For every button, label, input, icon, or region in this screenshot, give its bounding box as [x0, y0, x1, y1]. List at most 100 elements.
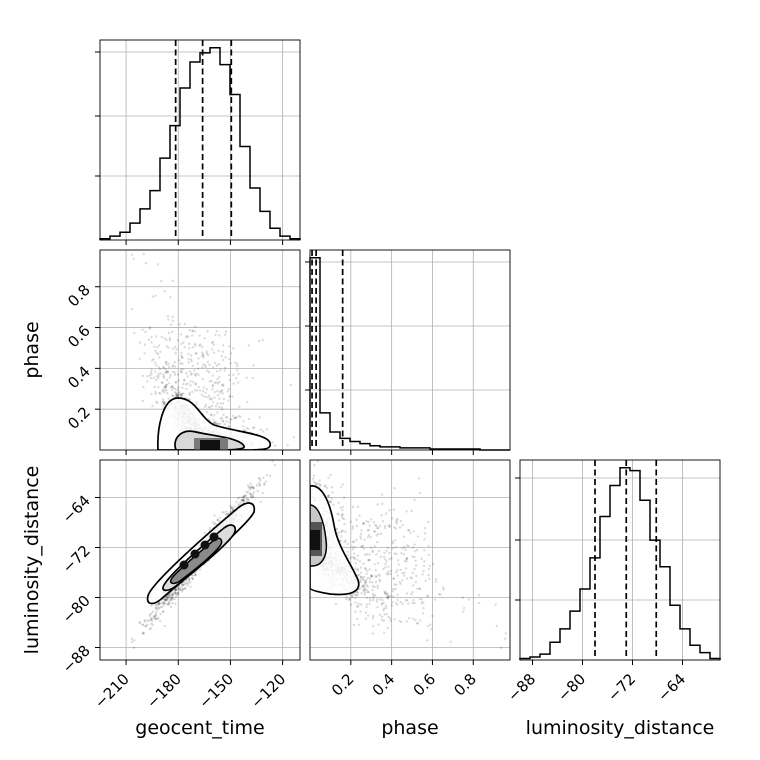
sample-point: [418, 491, 422, 495]
sample-point: [221, 420, 224, 423]
sample-point: [365, 603, 369, 606]
sample-point: [159, 350, 162, 353]
sample-point: [211, 366, 215, 369]
sample-point: [356, 591, 360, 594]
sample-point: [375, 598, 379, 601]
sample-point: [375, 575, 378, 579]
panel-frame: [99, 39, 301, 241]
sample-point: [327, 494, 331, 497]
sample-point: [341, 529, 344, 532]
sample-point: [421, 612, 425, 615]
sample-point: [374, 523, 377, 527]
sample-point: [195, 352, 198, 355]
sample-point: [167, 382, 171, 385]
sample-point: [222, 397, 226, 401]
sample-point: [235, 416, 239, 419]
sample-point: [142, 632, 145, 635]
sample-point: [164, 385, 168, 389]
sample-point: [180, 351, 183, 355]
sample-point: [393, 618, 396, 621]
sample-point: [167, 331, 171, 335]
sample-point: [388, 617, 392, 620]
sample-point: [245, 490, 248, 494]
sample-point: [210, 413, 213, 416]
sample-point: [330, 500, 333, 504]
sample-point: [242, 496, 245, 499]
sample-point: [394, 520, 398, 524]
sample-point: [221, 511, 224, 514]
sample-point: [215, 381, 218, 384]
sample-point: [403, 571, 406, 575]
sample-point: [156, 263, 160, 266]
sample-point: [359, 578, 362, 582]
sample-point: [327, 495, 331, 498]
sample-point: [165, 378, 169, 382]
sample-point: [230, 507, 234, 510]
sample-point: [213, 414, 216, 417]
sample-point: [434, 577, 438, 581]
sample-point: [203, 337, 206, 340]
sample-point: [221, 408, 224, 411]
sample-point: [174, 394, 178, 397]
sample-point: [411, 546, 415, 549]
sample-point: [500, 646, 503, 650]
sample-point: [213, 390, 217, 394]
sample-point: [170, 596, 174, 600]
sample-point: [257, 339, 261, 343]
sample-point: [192, 369, 196, 372]
sample-point: [143, 619, 147, 622]
sample-point: [376, 503, 379, 506]
sample-point: [380, 493, 384, 496]
sample-point: [363, 593, 366, 597]
sample-point: [374, 574, 378, 578]
sample-point: [264, 480, 268, 483]
xlabel-phase: phase: [381, 717, 438, 739]
sample-point: [201, 353, 205, 356]
sample-point: [199, 343, 202, 346]
sample-point: [159, 372, 162, 375]
sample-point: [417, 477, 421, 480]
sample-point: [434, 580, 438, 583]
sample-point: [168, 602, 171, 605]
sample-point: [148, 614, 152, 618]
sample-point: [157, 377, 160, 380]
sample-point: [175, 592, 178, 596]
sample-point: [411, 591, 414, 594]
sample-point: [233, 361, 237, 364]
sample-point: [411, 584, 415, 587]
sample-point: [203, 363, 207, 367]
sample-point: [183, 586, 187, 590]
sample-point: [411, 555, 414, 558]
sample-point: [408, 617, 411, 620]
sample-point: [341, 505, 345, 509]
sample-point: [395, 552, 398, 556]
sample-point: [168, 595, 171, 598]
sample-point: [343, 530, 347, 533]
sample-point: [236, 496, 239, 500]
sample-point: [227, 399, 230, 402]
sample-point: [371, 549, 374, 552]
sample-point: [218, 380, 221, 384]
sample-point: [382, 607, 386, 610]
sample-point: [165, 371, 168, 374]
sample-point: [361, 544, 365, 547]
sample-point: [191, 577, 195, 581]
sample-point: [351, 555, 355, 559]
sample-point: [368, 553, 371, 556]
sample-point: [170, 330, 174, 333]
sample-point: [179, 368, 183, 372]
sample-point: [356, 617, 359, 621]
sample-point: [368, 568, 371, 571]
sample-point: [157, 606, 160, 610]
sample-point: [368, 524, 371, 527]
sample-point: [356, 567, 359, 571]
sample-point: [144, 625, 147, 628]
sample-point: [211, 383, 215, 387]
sample-point: [206, 353, 210, 357]
sample-point: [403, 545, 406, 549]
sample-point: [130, 307, 134, 311]
sample-point: [142, 385, 145, 389]
sample-point: [376, 605, 379, 609]
sample-point: [210, 397, 213, 400]
sample-point: [213, 396, 216, 399]
